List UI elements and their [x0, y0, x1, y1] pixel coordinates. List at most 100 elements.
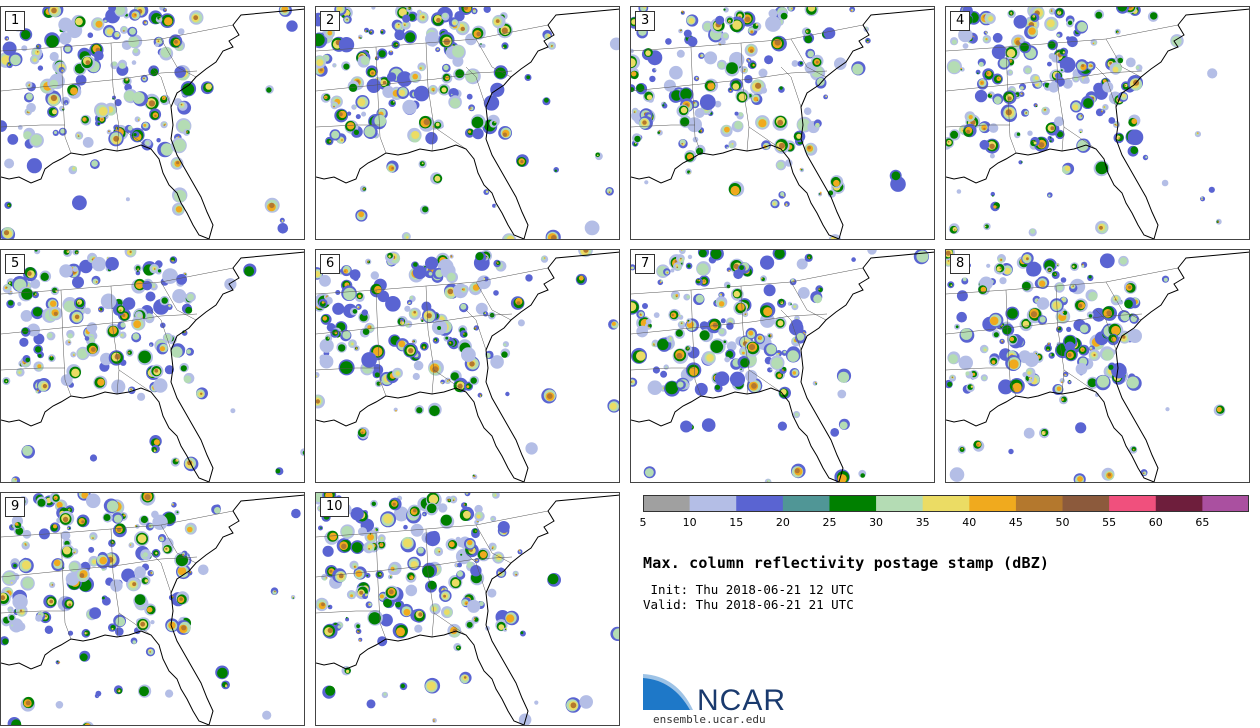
reflectivity-echo: [703, 22, 712, 31]
reflectivity-echo: [366, 574, 369, 577]
reflectivity-echo: [723, 8, 726, 11]
reflectivity-echo: [813, 294, 822, 304]
reflectivity-echo: [1100, 110, 1103, 113]
reflectivity-echo: [514, 571, 518, 575]
reflectivity-echo: [1091, 65, 1093, 67]
reflectivity-echo: [51, 7, 57, 14]
reflectivity-echo: [665, 38, 672, 45]
reflectivity-echo: [34, 250, 38, 252]
reflectivity-echo: [326, 295, 328, 297]
ncar-logo: NCAR: [643, 674, 785, 714]
reflectivity-echo: [979, 139, 990, 150]
reflectivity-echo: [756, 99, 759, 102]
reflectivity-echo: [334, 65, 337, 67]
state-boundary: [946, 124, 1010, 128]
radar-map: [946, 250, 1249, 482]
reflectivity-echo: [442, 13, 448, 18]
reflectivity-echo: [35, 346, 42, 353]
reflectivity-echo: [114, 353, 121, 360]
reflectivity-echo: [159, 536, 165, 542]
reflectivity-echo: [766, 479, 771, 482]
reflectivity-echo: [444, 609, 450, 615]
reflectivity-echo: [371, 71, 374, 75]
reflectivity-echo: [98, 106, 108, 116]
reflectivity-echo: [1052, 301, 1061, 310]
reflectivity-echo: [159, 346, 166, 352]
reflectivity-echo: [338, 37, 355, 53]
colorbar-tick-label: 45: [1008, 516, 1023, 529]
reflectivity-echo: [463, 504, 466, 506]
ensemble-member-panel-10: 10: [315, 492, 620, 726]
reflectivity-echo: [402, 99, 417, 115]
reflectivity-echo: [395, 601, 402, 608]
reflectivity-echo: [115, 126, 118, 129]
reflectivity-echo: [332, 63, 337, 68]
state-boundary: [465, 552, 487, 594]
reflectivity-echo: [814, 381, 817, 384]
reflectivity-echo: [358, 527, 367, 537]
reflectivity-echo: [726, 62, 738, 74]
state-boundary: [946, 24, 1179, 52]
reflectivity-echo: [694, 382, 708, 396]
reflectivity-echo: [660, 370, 668, 378]
reflectivity-echo: [1111, 336, 1117, 342]
ensemble-url: ensemble.ucar.edu: [653, 713, 766, 726]
reflectivity-echo: [982, 376, 987, 381]
reflectivity-echo: [81, 520, 85, 524]
reflectivity-echo: [413, 360, 424, 371]
reflectivity-echo: [56, 660, 59, 663]
reflectivity-echo: [21, 288, 33, 300]
reflectivity-echo: [224, 684, 228, 688]
reflectivity-echo: [407, 322, 410, 325]
reflectivity-echo: [150, 571, 152, 574]
reflectivity-echo: [517, 319, 525, 327]
reflectivity-echo: [457, 570, 463, 577]
reflectivity-echo: [404, 305, 411, 312]
reflectivity-echo: [1088, 314, 1093, 318]
reflectivity-echo: [609, 37, 619, 51]
reflectivity-echo: [139, 686, 149, 697]
reflectivity-echo: [412, 372, 420, 381]
reflectivity-echo: [891, 171, 901, 181]
reflectivity-echo: [1061, 381, 1063, 384]
reflectivity-echo: [37, 498, 46, 507]
reflectivity-echo: [281, 219, 284, 222]
state-boundary: [748, 126, 782, 150]
reflectivity-echo: [461, 288, 464, 291]
reflectivity-echo: [205, 83, 212, 90]
reflectivity-echo: [1067, 20, 1073, 25]
reflectivity-echo: [658, 130, 661, 132]
reflectivity-echo: [447, 288, 454, 295]
reflectivity-echo: [106, 500, 119, 512]
reflectivity-echo: [534, 700, 539, 705]
colorbar-segment: [1015, 496, 1064, 511]
state-boundary: [1, 70, 198, 92]
reflectivity-echo: [978, 61, 984, 67]
reflectivity-echo: [49, 599, 54, 604]
reflectivity-echo: [801, 169, 803, 171]
reflectivity-echo: [953, 229, 956, 231]
reflectivity-echo: [412, 340, 414, 343]
reflectivity-echo: [184, 331, 187, 333]
reflectivity-echo: [1004, 267, 1011, 275]
reflectivity-echo: [183, 375, 192, 383]
reflectivity-echo: [803, 332, 805, 334]
reflectivity-echo: [769, 335, 772, 337]
reflectivity-echo: [467, 599, 481, 613]
state-boundary: [1095, 309, 1117, 351]
reflectivity-echo: [1083, 98, 1094, 109]
reflectivity-echo: [409, 295, 413, 300]
reflectivity-echo: [70, 87, 78, 95]
reflectivity-echo: [1072, 285, 1074, 287]
reflectivity-echo: [356, 624, 360, 629]
reflectivity-echo: [837, 389, 847, 399]
reflectivity-echo: [989, 143, 995, 149]
reflectivity-echo: [1130, 315, 1137, 322]
reflectivity-echo: [1062, 298, 1065, 301]
reflectivity-echo: [150, 620, 155, 625]
reflectivity-echo: [975, 69, 981, 75]
reflectivity-echo: [19, 337, 29, 347]
reflectivity-echo: [794, 468, 800, 474]
reflectivity-echo: [33, 58, 37, 62]
reflectivity-echo: [506, 235, 515, 239]
